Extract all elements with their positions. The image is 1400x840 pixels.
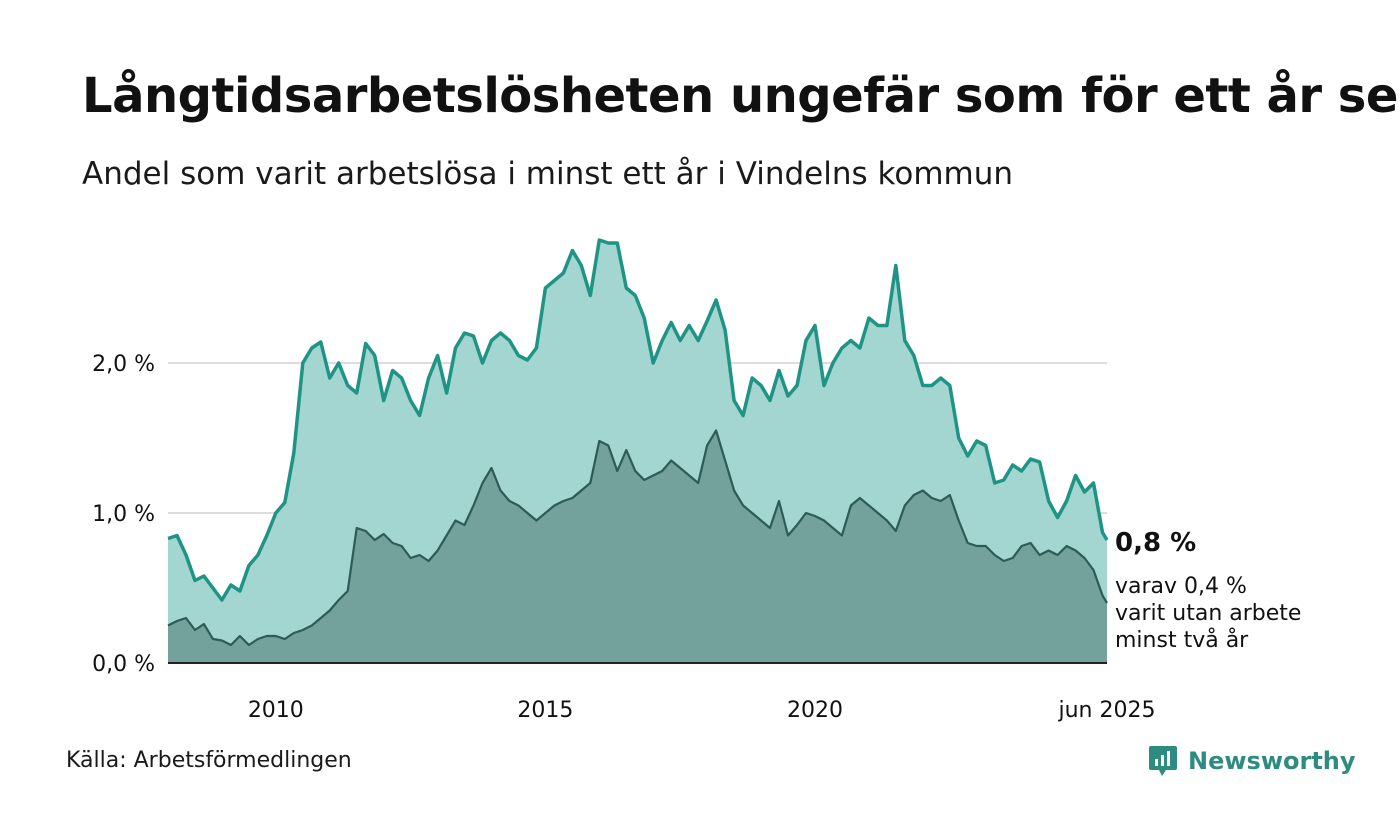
x-tick-label: 2010 [248, 698, 304, 723]
y-tick-label: 0,0 % [92, 652, 155, 677]
source-note: Källa: Arbetsförmedlingen [66, 748, 352, 773]
end-label-two-year: varav 0,4 % [1115, 574, 1247, 599]
y-tick-label: 1,0 % [92, 502, 155, 527]
newsworthy-logo-icon [1149, 746, 1177, 776]
chart-subtitle: Andel som varit arbetslösa i minst ett å… [82, 156, 1014, 192]
chart-title: Långtidsarbetslösheten ungefär som för e… [82, 68, 1400, 124]
brand-name: Newsworthy [1188, 747, 1356, 775]
end-label-two-year: varit utan arbete [1115, 601, 1301, 626]
series-line-two_year [167, 429, 1108, 647]
x-tick-label: 2015 [517, 698, 573, 723]
brand-logo: Newsworthy [1148, 744, 1356, 778]
series-area-two_year [168, 430, 1107, 663]
x-tick-label: jun 2025 [1058, 698, 1156, 723]
x-tick-label: 2020 [787, 698, 843, 723]
end-label-two-year: minst två år [1115, 627, 1249, 653]
end-label-total: 0,8 % [1115, 528, 1196, 558]
series-line-total [167, 238, 1109, 602]
y-tick-label: 2,0 % [92, 352, 155, 377]
